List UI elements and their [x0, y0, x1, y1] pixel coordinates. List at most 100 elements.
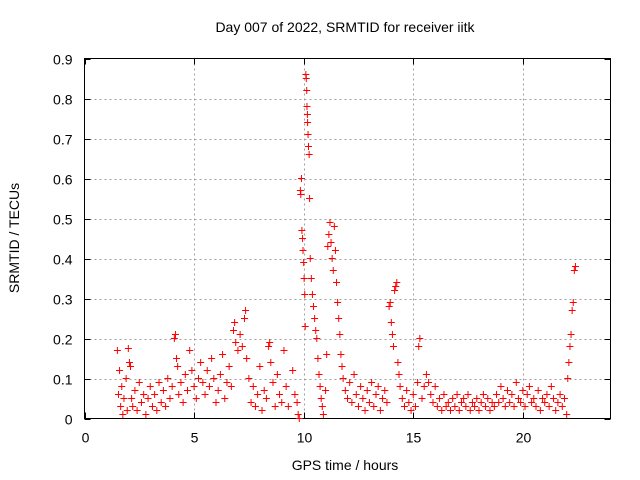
data-point — [556, 391, 564, 398]
data-point — [415, 343, 423, 350]
data-point — [303, 103, 311, 110]
data-point — [227, 383, 235, 390]
data-point — [186, 347, 194, 354]
data-point — [453, 391, 461, 398]
data-point — [482, 403, 490, 410]
data-point — [299, 235, 307, 242]
data-point — [223, 379, 231, 386]
data-point — [238, 343, 246, 350]
data-point — [403, 387, 411, 394]
data-point — [396, 383, 404, 390]
data-point — [234, 347, 242, 354]
data-point — [247, 399, 255, 406]
data-point — [324, 243, 332, 250]
data-point — [251, 403, 259, 410]
data-point — [315, 371, 323, 378]
data-point — [205, 383, 213, 390]
data-point — [530, 395, 538, 402]
data-point — [113, 347, 121, 354]
y-axis-label: SRMTID / TECUs — [6, 183, 22, 293]
data-point — [510, 403, 518, 410]
data-point — [299, 247, 307, 254]
data-point — [532, 403, 540, 410]
data-point — [334, 299, 342, 306]
data-point — [310, 303, 318, 310]
data-point — [265, 343, 273, 350]
data-point — [276, 391, 284, 398]
data-point — [418, 395, 426, 402]
data-point — [323, 351, 331, 358]
data-point — [256, 363, 264, 370]
y-tick-label: 0.2 — [53, 332, 73, 348]
data-point — [162, 403, 170, 410]
data-point — [322, 387, 330, 394]
data-point — [124, 345, 132, 352]
data-point — [501, 403, 509, 410]
data-point — [438, 407, 446, 414]
x-tick-label: 20 — [516, 430, 532, 446]
data-point — [571, 263, 579, 270]
data-point — [523, 391, 531, 398]
data-point — [181, 371, 189, 378]
axis-ticks — [84, 58, 611, 420]
data-point — [484, 395, 492, 402]
data-point — [298, 227, 306, 234]
data-point — [280, 347, 288, 354]
data-point — [146, 383, 154, 390]
data-point — [393, 279, 401, 286]
data-point — [212, 399, 220, 406]
data-point — [304, 119, 312, 126]
data-point — [135, 379, 143, 386]
data-point — [291, 391, 299, 398]
data-point — [127, 363, 135, 370]
data-point — [159, 387, 167, 394]
y-tick-label: 0.4 — [53, 252, 73, 268]
data-point — [328, 255, 336, 262]
data-point — [550, 395, 558, 402]
data-point — [536, 407, 544, 414]
data-point — [199, 379, 207, 386]
data-point — [128, 395, 136, 402]
data-point — [307, 275, 315, 282]
data-point — [409, 391, 417, 398]
data-point — [514, 395, 522, 402]
data-point — [440, 391, 448, 398]
data-point — [346, 379, 354, 386]
data-point — [262, 395, 270, 402]
data-point — [144, 395, 152, 402]
y-tick-label: 0.3 — [53, 292, 73, 308]
data-point — [348, 399, 356, 406]
data-point — [547, 383, 555, 390]
data-point — [405, 399, 413, 406]
data-point — [216, 371, 224, 378]
data-point — [232, 339, 240, 346]
data-point — [374, 383, 382, 390]
data-point — [142, 411, 150, 418]
data-point — [333, 279, 341, 286]
data-point — [357, 383, 365, 390]
data-point — [471, 403, 479, 410]
data-point — [368, 379, 376, 386]
tick-labels: 0 0.1 0.2 0.3 0.4 0.5 0.6 0.7 0.8 0.9 0 5 10 15 20 — [53, 52, 531, 446]
data-point — [416, 335, 424, 342]
data-point — [495, 399, 503, 406]
data-point — [528, 399, 536, 406]
data-point — [295, 415, 303, 422]
data-point — [486, 407, 494, 414]
data-point — [267, 359, 275, 366]
data-point — [407, 407, 415, 414]
data-point — [431, 383, 439, 390]
data-point — [192, 395, 200, 402]
y-tick-label: 0 — [65, 412, 73, 428]
data-point — [488, 399, 496, 406]
data-point — [545, 403, 553, 410]
data-point — [313, 335, 321, 342]
data-point — [442, 403, 450, 410]
data-point — [503, 387, 511, 394]
data-point — [325, 231, 333, 238]
data-point — [525, 383, 533, 390]
data-point — [433, 403, 441, 410]
data-point — [462, 403, 470, 410]
data-point — [493, 391, 501, 398]
